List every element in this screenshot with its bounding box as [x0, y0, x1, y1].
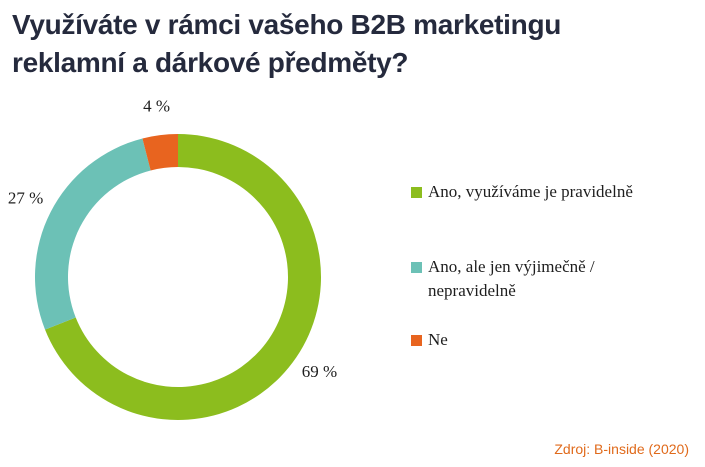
donut-slices	[34, 134, 321, 420]
legend-item-vyjimecne: Ano, ale jen výjimečně / nepravidelně	[411, 255, 678, 303]
value-label-ne: 4 %	[143, 96, 170, 115]
source-note: Zdroj: B-inside (2020)	[554, 441, 689, 457]
value-label-pravidelne: 69 %	[302, 362, 337, 381]
chart-title: Využíváte v rámci vašeho B2B marketingu …	[12, 6, 672, 82]
legend-swatch-vyjimecne	[411, 262, 422, 273]
slice-ne	[142, 134, 178, 171]
chart-title-line-1: Využíváte v rámci vašeho B2B marketingu	[12, 9, 562, 40]
legend-item-ne: Ne	[411, 328, 678, 352]
legend-label-vyjimecne: Ano, ale jen výjimečně / nepravidelně	[428, 257, 595, 300]
chart-title-line-2: reklamní a dárkové předměty?	[12, 47, 409, 78]
donut-labels: 69 % 27 % 4 %	[8, 96, 337, 381]
legend-swatch-pravidelne	[411, 187, 422, 198]
legend-label-ne: Ne	[428, 330, 448, 349]
slice-vyjimecne	[34, 138, 151, 330]
legend-label-pravidelne: Ano, využíváme je pravidelně	[428, 182, 633, 201]
legend-item-pravidelne: Ano, využíváme je pravidelně	[411, 180, 678, 204]
legend-swatch-ne	[411, 335, 422, 346]
value-label-vyjimecne: 27 %	[8, 188, 43, 207]
